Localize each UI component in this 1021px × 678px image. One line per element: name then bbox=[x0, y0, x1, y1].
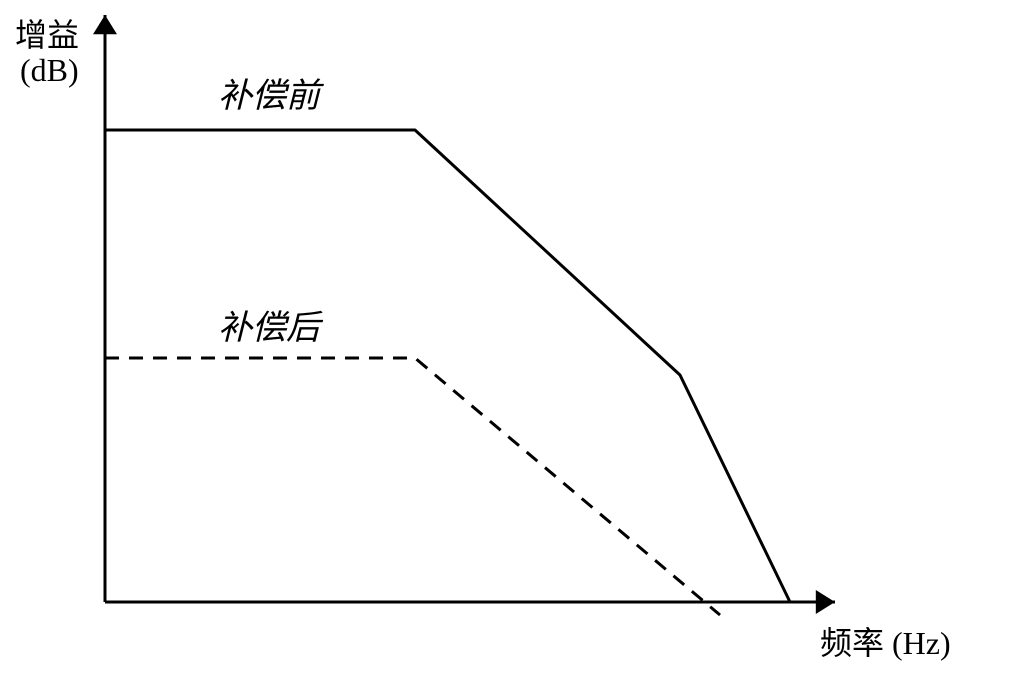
series-after-label: 补偿后 bbox=[218, 300, 320, 349]
y-axis-label-line2: (dB) bbox=[20, 52, 79, 89]
series-before-line bbox=[105, 130, 790, 602]
series-after-line bbox=[105, 358, 720, 615]
gain-vs-frequency-chart: 增益 (dB) 频率 (Hz) 补偿前 补偿后 bbox=[0, 0, 1021, 678]
axes bbox=[93, 15, 835, 614]
y-axis-label-line1: 增益 bbox=[15, 10, 79, 56]
x-axis-label: 频率 (Hz) bbox=[820, 618, 951, 664]
chart-svg bbox=[0, 0, 1021, 678]
series-before-label: 补偿前 bbox=[218, 68, 320, 117]
